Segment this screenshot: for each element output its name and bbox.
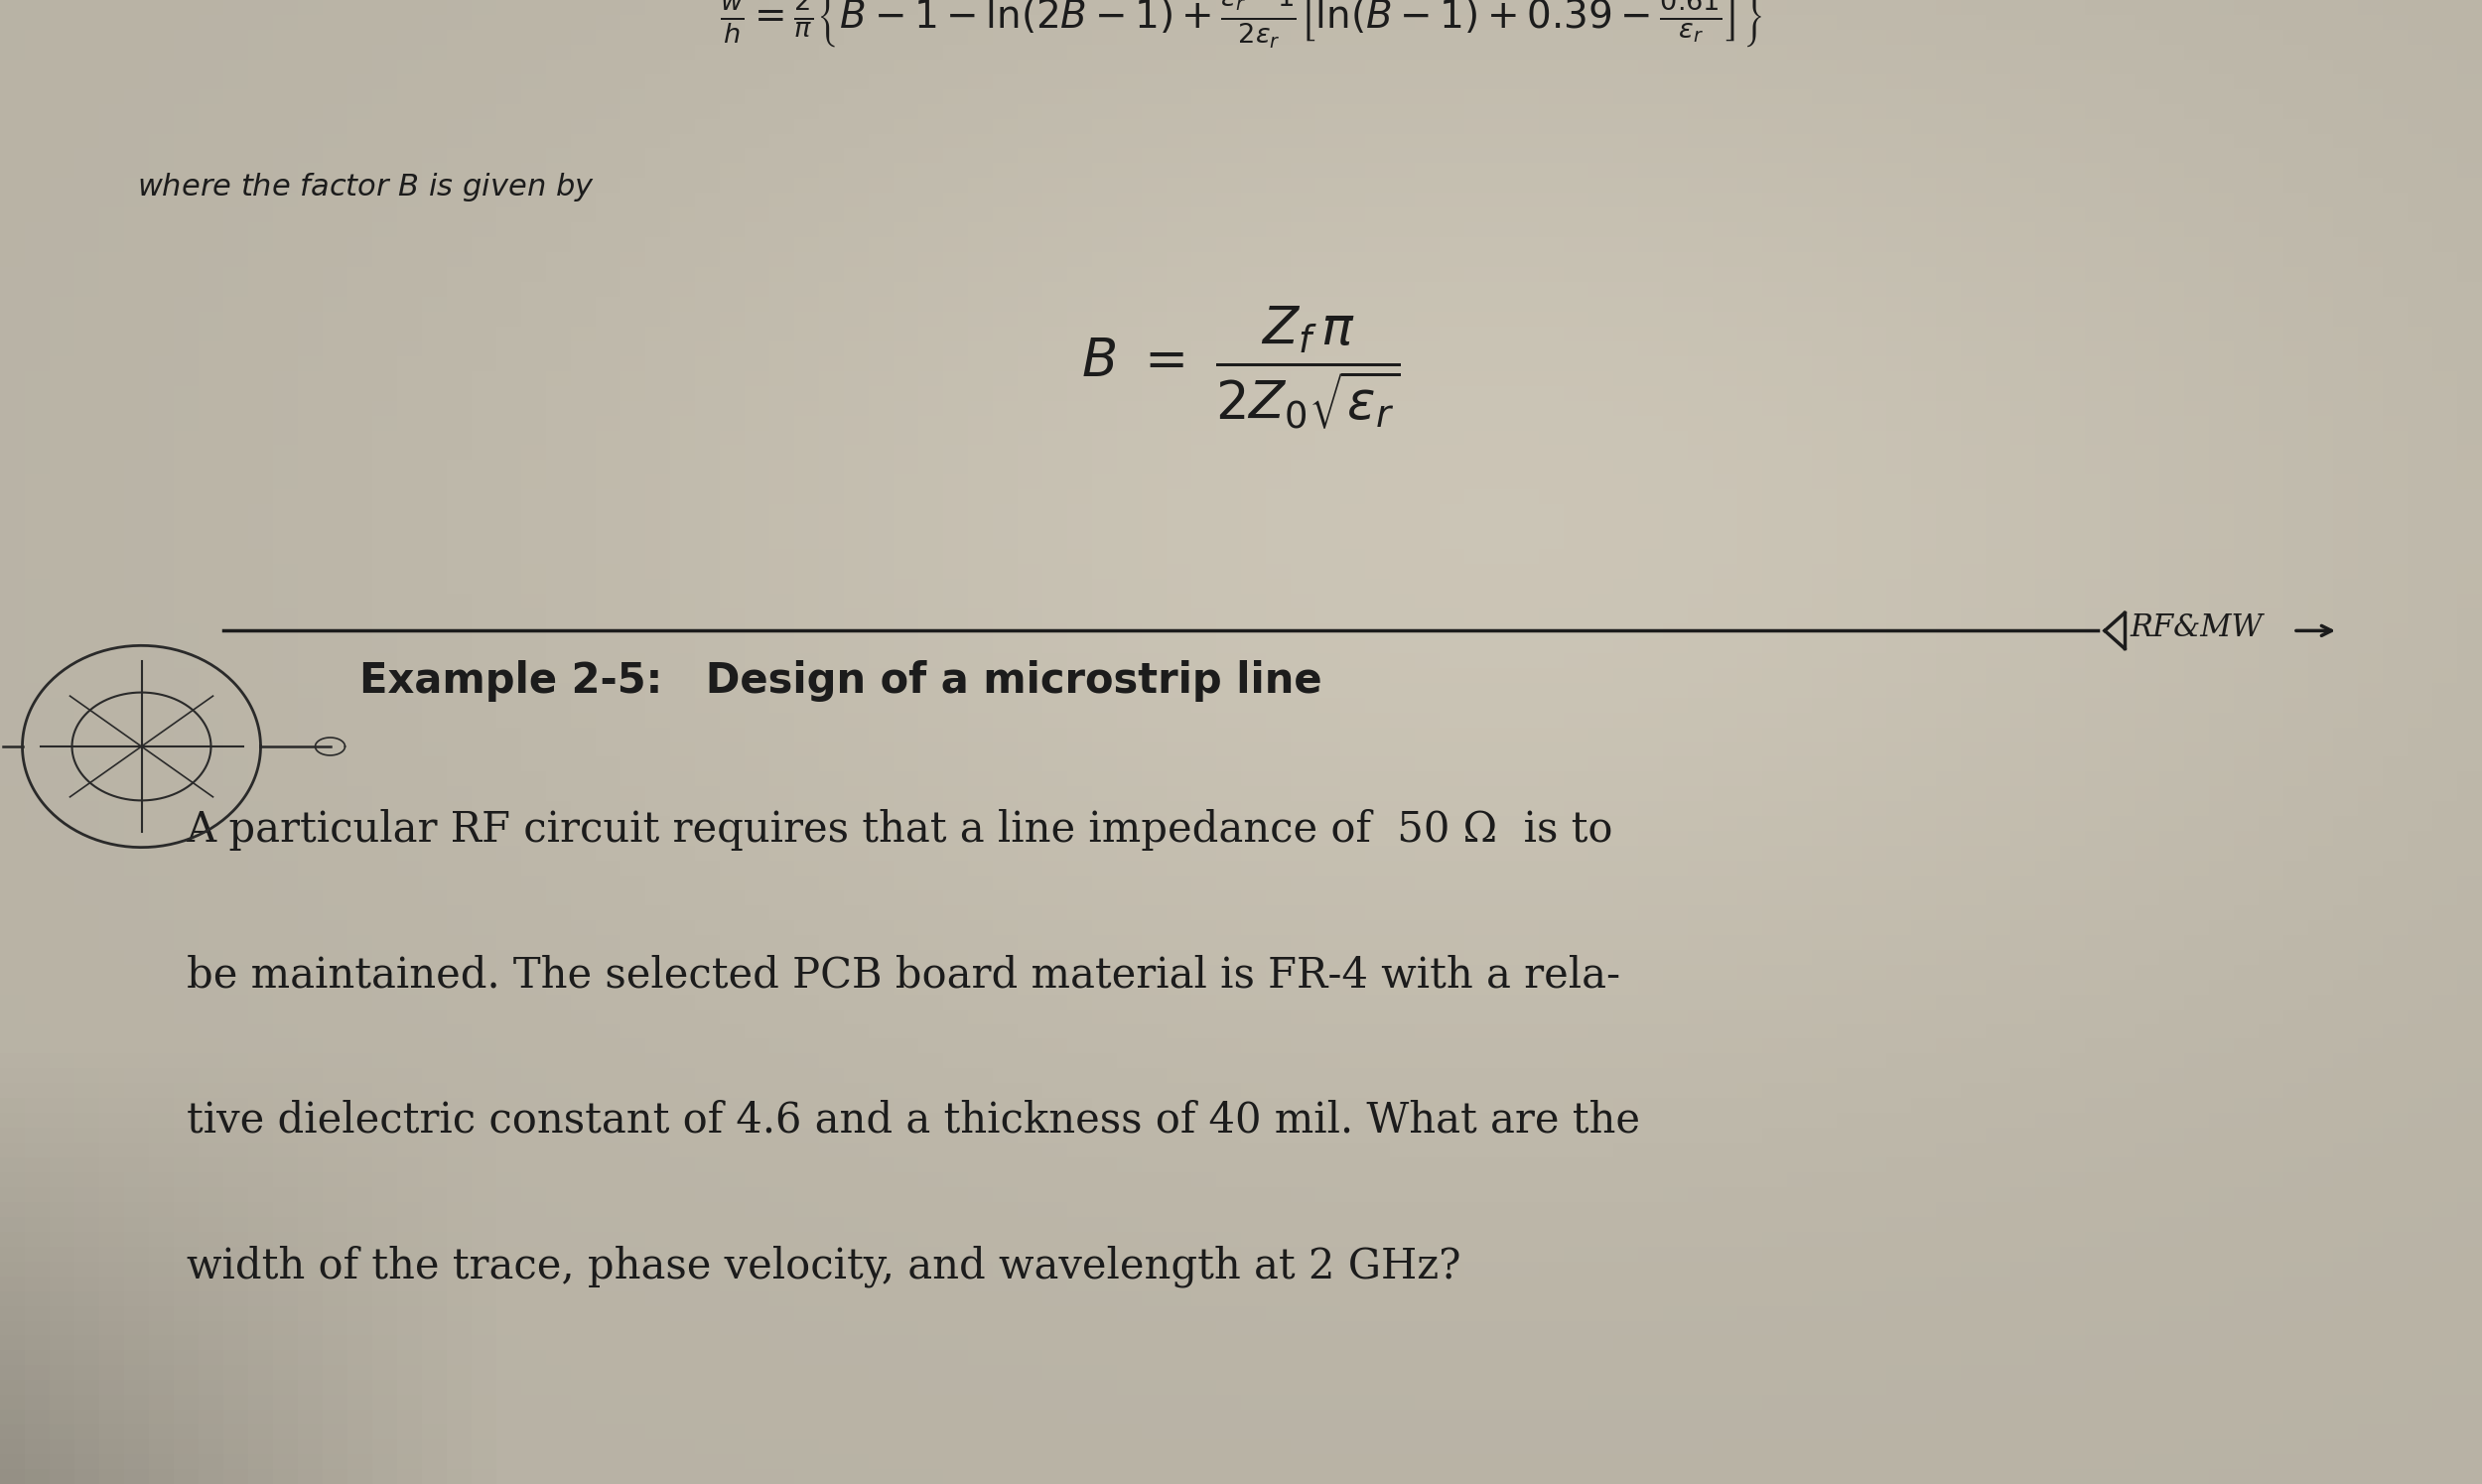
- Text: be maintained. The selected PCB board material is FR-4 with a rela-: be maintained. The selected PCB board ma…: [186, 954, 1621, 996]
- Text: A particular RF circuit requires that a line impedance of  50 Ω  is to: A particular RF circuit requires that a …: [186, 809, 1613, 850]
- Text: width of the trace, phase velocity, and wavelength at 2 GHz?: width of the trace, phase velocity, and …: [186, 1245, 1459, 1287]
- Text: RF&MW: RF&MW: [2130, 613, 2264, 643]
- Text: $B\ =\ \dfrac{Z_f\,\pi}{2Z_0\sqrt{\varepsilon_r}}$: $B\ =\ \dfrac{Z_f\,\pi}{2Z_0\sqrt{\varep…: [1082, 304, 1400, 430]
- Text: tive dielectric constant of 4.6 and a thickness of 40 mil. What are the: tive dielectric constant of 4.6 and a th…: [186, 1100, 1641, 1141]
- Text: where the factor $B$ is given by: where the factor $B$ is given by: [137, 171, 593, 203]
- Text: $\frac{w}{h} = \frac{2}{\pi}\left\{B - 1 - \ln(2B-1) + \frac{\varepsilon_r - 1}{: $\frac{w}{h} = \frac{2}{\pi}\left\{B - 1…: [720, 0, 1762, 50]
- Text: Example 2-5:   Design of a microstrip line: Example 2-5: Design of a microstrip line: [360, 660, 1323, 702]
